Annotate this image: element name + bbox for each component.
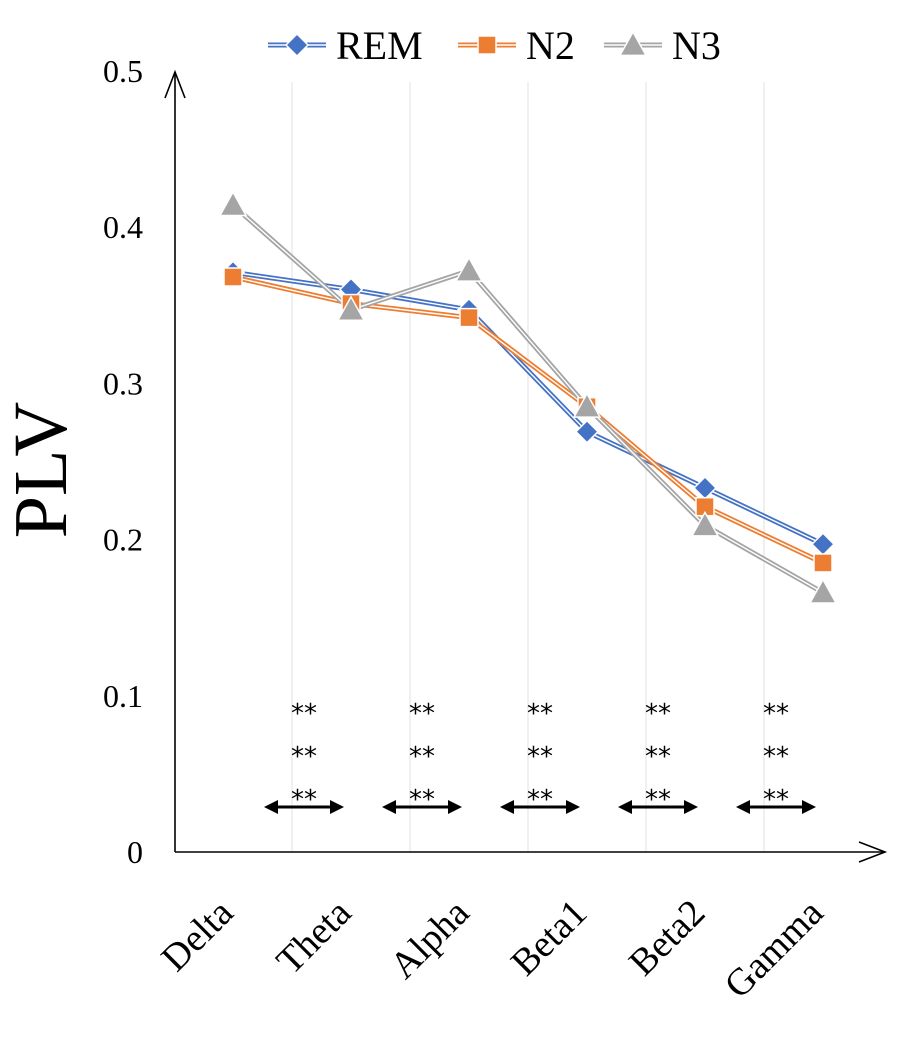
series-line-core-rem xyxy=(232,271,824,545)
y-tick-label: 0.5 xyxy=(103,53,143,89)
significance-stars: ** xyxy=(645,742,671,772)
data-point-rem xyxy=(810,532,836,557)
series-rem xyxy=(232,269,825,547)
x-tick-label: Beta1 xyxy=(503,892,595,984)
legend-label: N3 xyxy=(672,23,721,68)
arrowhead-left xyxy=(264,800,278,814)
arrowhead-left xyxy=(500,800,514,814)
data-point-n2 xyxy=(223,267,243,287)
y-axis-arrowhead xyxy=(164,69,186,99)
x-axis-arrowhead xyxy=(858,841,888,863)
series-layer xyxy=(218,190,838,604)
series-markers-n3 xyxy=(218,190,838,604)
significance-annotation: ** ** ** xyxy=(618,699,698,815)
legend: REM N2 N3 xyxy=(268,23,721,68)
arrowhead-right xyxy=(566,800,580,814)
legend-marker-n2 xyxy=(477,35,497,55)
data-point-n3 xyxy=(690,510,720,537)
significance-stars: ** xyxy=(527,699,553,729)
significance-stars: ** xyxy=(291,742,317,772)
significance-stars: ** xyxy=(763,699,789,729)
significance-stars: ** xyxy=(645,699,671,729)
y-tick-label: 0.4 xyxy=(103,209,143,245)
data-point-rem xyxy=(692,475,718,500)
significance-annotation: ** ** ** xyxy=(500,699,580,815)
significance-stars: ** xyxy=(645,785,671,815)
y-tick-label: 0.3 xyxy=(103,365,143,401)
axes-layer: 0 0.1 0.2 0.3 0.4 0.5 Delta Theta Alpha Beta1 Beta… xyxy=(103,53,888,1007)
significance-stars: ** xyxy=(291,699,317,729)
data-point-n3 xyxy=(218,190,248,217)
significance-stars: ** xyxy=(763,742,789,772)
y-tick-label: 0.2 xyxy=(103,522,143,558)
data-point-n3 xyxy=(572,392,602,418)
legend-marker-n3 xyxy=(618,30,648,57)
arrowhead-right xyxy=(330,800,344,814)
significance-annotation: ** ** ** xyxy=(382,699,462,815)
x-tick-label: Gamma xyxy=(717,892,832,1007)
significance-stars: ** xyxy=(409,742,435,772)
arrowhead-left xyxy=(382,800,396,814)
data-point-n3 xyxy=(808,578,838,604)
significance-stars: ** xyxy=(763,785,789,815)
arrowhead-right xyxy=(684,800,698,814)
arrowhead-right xyxy=(802,800,816,814)
legend-item-n2: N2 xyxy=(458,23,575,68)
series-n3 xyxy=(231,203,825,595)
data-point-rem xyxy=(574,419,600,444)
x-tick-label: Beta2 xyxy=(621,892,713,984)
arrowhead-left xyxy=(736,800,750,814)
significance-annotation: ** ** ** xyxy=(264,699,344,815)
y-axis-label: PLV xyxy=(0,402,83,539)
x-tick-label: Theta xyxy=(268,892,359,983)
data-point-n2 xyxy=(813,553,833,573)
data-point-n3 xyxy=(336,295,366,321)
legend-item-rem: REM xyxy=(268,23,423,68)
significance-stars: ** xyxy=(527,785,553,815)
significance-stars: ** xyxy=(527,742,553,772)
legend-label: N2 xyxy=(526,23,575,68)
legend-item-n3: N3 xyxy=(604,23,721,68)
series-line-core-n2 xyxy=(232,276,824,564)
data-point-n3 xyxy=(454,256,484,282)
significance-annotation: ** ** ** xyxy=(736,699,816,815)
x-tick-label: Delta xyxy=(153,892,241,980)
significance-stars: ** xyxy=(291,785,317,815)
data-point-n2 xyxy=(459,307,479,328)
series-line-core-n3 xyxy=(232,204,824,594)
significance-stars: ** xyxy=(409,785,435,815)
y-tick-label: 0.1 xyxy=(103,678,143,714)
arrowhead-left xyxy=(618,800,632,814)
arrowhead-right xyxy=(448,800,462,814)
grid-layer xyxy=(291,82,765,852)
series-n2 xyxy=(232,274,825,566)
significance-stars: ** xyxy=(409,699,435,729)
y-tick-label: 0 xyxy=(127,834,143,870)
legend-label: REM xyxy=(336,23,423,68)
x-tick-label: Alpha xyxy=(382,892,477,987)
legend-marker-rem xyxy=(284,32,310,58)
annotation-layer: ** ** ** ** ** ** ** ** ** ** ** ** ** ** ** xyxy=(264,699,816,815)
